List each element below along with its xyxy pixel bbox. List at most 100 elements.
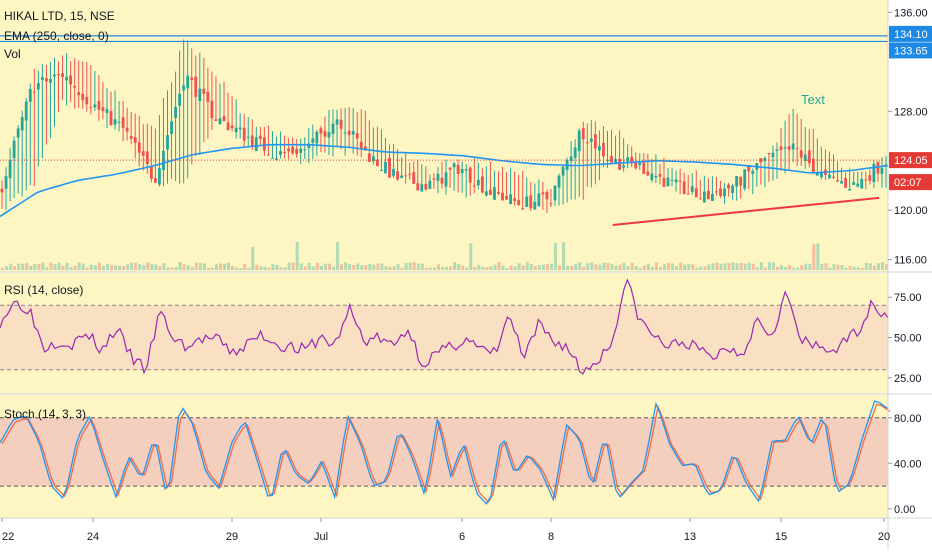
candle-body: [747, 164, 751, 172]
time-tick-label: 24: [87, 531, 99, 543]
volume-bar: [638, 267, 642, 270]
volume-bar: [295, 242, 299, 270]
candle-body: [267, 154, 270, 156]
volume-bar: [622, 262, 626, 270]
candle-body: [162, 150, 165, 171]
volume-bar: [45, 267, 49, 270]
volume-bar: [541, 264, 545, 270]
volume-bar: [5, 266, 9, 270]
volume-bar: [202, 263, 206, 270]
candle-body: [597, 146, 601, 151]
volume-bar: [614, 265, 618, 270]
stoch-legend[interactable]: Stoch (14, 3, 3): [4, 407, 87, 421]
candle-body: [149, 166, 153, 179]
volume-bar: [658, 266, 662, 270]
candle-body: [529, 195, 533, 209]
candle-body: [226, 122, 230, 131]
candle-body: [283, 151, 286, 153]
time-tick-label: 8: [548, 531, 554, 543]
price-tag: [889, 25, 932, 42]
volume-bar: [602, 262, 606, 270]
candle-body: [117, 121, 121, 123]
volume-bar: [291, 262, 295, 270]
volume-bar: [654, 262, 658, 270]
candle-body: [77, 92, 81, 96]
rsi-legend[interactable]: RSI (14, close): [4, 283, 84, 297]
volume-bar: [247, 267, 251, 270]
candle-body: [803, 154, 807, 161]
volume-bar: [65, 262, 69, 270]
volume-bar: [255, 264, 259, 270]
candle-body: [864, 179, 868, 181]
candle-body: [210, 100, 214, 119]
volume-bar: [707, 264, 711, 270]
volume-bar: [788, 265, 792, 270]
volume-bar: [445, 266, 449, 270]
volume-bar: [743, 263, 747, 270]
candle-body: [464, 169, 468, 171]
candle-body: [468, 167, 472, 183]
candle-body: [634, 161, 638, 169]
volume-bar: [1, 267, 5, 270]
candle-body: [698, 198, 702, 200]
ema-line: [0, 143, 889, 218]
volume-bar: [77, 262, 81, 270]
candle-body: [662, 177, 666, 187]
volume-bar: [400, 267, 404, 270]
volume-bar: [457, 263, 461, 270]
ema-legend[interactable]: EMA (250, close, 0): [4, 29, 109, 43]
candle-body: [141, 151, 145, 156]
volume-bar: [404, 263, 408, 270]
symbol-title[interactable]: HIKAL LTD, 15, NSE: [4, 9, 115, 23]
volume-bar: [69, 267, 73, 270]
volume-bar: [679, 262, 683, 270]
candle-body: [36, 83, 40, 90]
candle-body: [650, 173, 654, 181]
volume-bar: [416, 263, 420, 270]
volume-bar: [529, 264, 533, 270]
volume-bar: [408, 262, 412, 270]
volume-bar: [130, 262, 134, 270]
volume-bar: [533, 265, 537, 270]
candle-body: [129, 136, 133, 139]
candle-body: [97, 100, 101, 110]
volume-bar: [118, 265, 122, 270]
volume-bar: [485, 266, 489, 270]
volume-legend[interactable]: Vol: [4, 47, 21, 61]
candle-body: [323, 130, 327, 137]
volume-bar: [170, 267, 174, 270]
candle-body: [589, 138, 593, 142]
candle-body: [682, 181, 686, 195]
candle-body: [626, 157, 630, 162]
candle-body: [291, 146, 295, 154]
candle-body: [472, 185, 476, 187]
volume-bar: [574, 263, 578, 270]
text-annotation[interactable]: Text: [801, 92, 825, 107]
candle-body: [678, 180, 682, 182]
volume-bar: [848, 265, 852, 270]
candle-body: [622, 165, 626, 168]
candle-body: [81, 93, 85, 101]
candle-body: [198, 88, 202, 102]
candle-body: [65, 76, 69, 81]
volume-bar: [509, 265, 513, 270]
volume-bar: [53, 264, 57, 270]
volume-bar: [537, 265, 541, 270]
volume-bar: [348, 264, 352, 270]
price-scale-area: [888, 0, 932, 550]
volume-bar: [251, 246, 255, 270]
candle-body: [85, 96, 89, 105]
volume-bar: [166, 267, 170, 270]
volume-bar: [336, 242, 340, 270]
volume-bar: [497, 262, 501, 270]
candle-body: [343, 132, 347, 134]
candle-body: [743, 169, 747, 189]
price-tag-label: 124.05: [894, 155, 928, 167]
candle-body: [819, 172, 823, 178]
candle-body: [775, 149, 779, 151]
candle-body: [525, 196, 529, 207]
volume-bar: [558, 265, 562, 270]
volume-bar: [412, 262, 416, 270]
